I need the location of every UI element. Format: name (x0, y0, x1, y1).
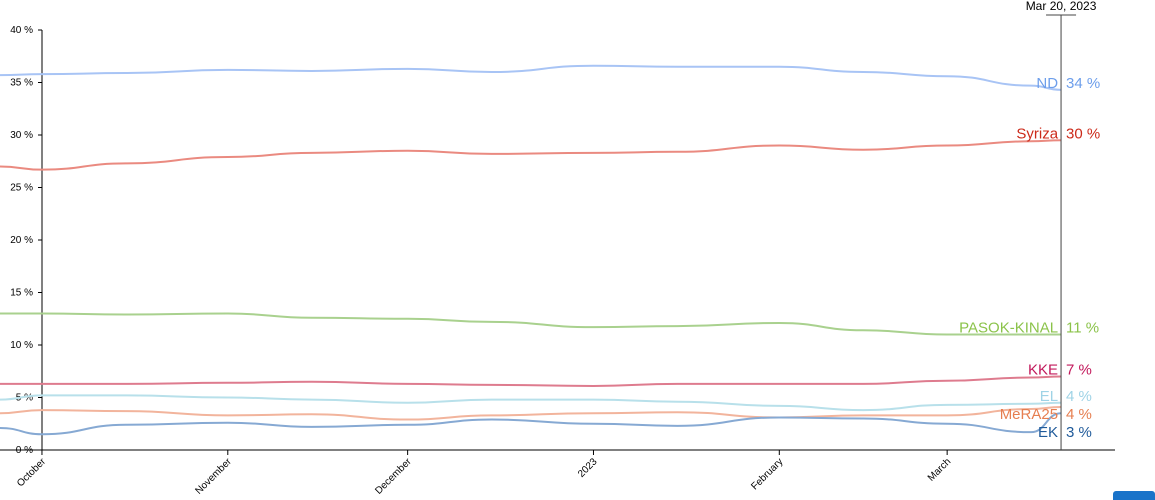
y-tick-label: 5 % (16, 393, 33, 404)
series-line (0, 394, 1062, 412)
y-tick-label: 25 % (10, 183, 33, 194)
series-line (0, 312, 1062, 336)
x-tick-label: November (194, 456, 235, 497)
series-line (0, 405, 1062, 421)
legend-value: 34 % (1066, 75, 1100, 92)
legend-name: MeRA25 (1000, 406, 1058, 423)
x-tick-label: December (373, 456, 414, 497)
y-tick-label: 40 % (10, 25, 33, 36)
x-tick-label: October (15, 456, 48, 489)
x-tick-label: February (749, 456, 785, 492)
y-tick-label: 15 % (10, 288, 33, 299)
legend-name: PASOK-KINAL (959, 320, 1058, 337)
legend-value: 4 % (1066, 406, 1092, 423)
series-line (0, 412, 1062, 436)
x-tick-label: March (926, 456, 953, 483)
legend-value: 7 % (1066, 362, 1092, 379)
series-line (0, 375, 1062, 387)
legend-name: Syriza (1016, 125, 1058, 142)
menu-button[interactable] (1113, 491, 1155, 500)
y-tick-label: 20 % (10, 235, 33, 246)
legend-name: KKE (1028, 362, 1058, 379)
y-tick-label: 30 % (10, 130, 33, 141)
x-tick-label: 2023 (576, 456, 600, 480)
cursor-label: Mar 20, 2023 (1026, 0, 1097, 13)
y-tick-label: 10 % (10, 340, 33, 351)
y-tick-label: 0 % (16, 445, 33, 456)
y-tick-label: 35 % (10, 78, 33, 89)
legend-value: 3 % (1066, 424, 1092, 441)
legend-name: ND (1036, 75, 1058, 92)
legend-value: 4 % (1066, 388, 1092, 405)
legend-value: 11 % (1066, 320, 1099, 337)
legend-name: EL (1040, 388, 1058, 405)
legend-name: EK (1038, 424, 1058, 441)
legend-value: 30 % (1066, 125, 1100, 142)
series-line (0, 139, 1062, 171)
series-line (0, 64, 1062, 91)
